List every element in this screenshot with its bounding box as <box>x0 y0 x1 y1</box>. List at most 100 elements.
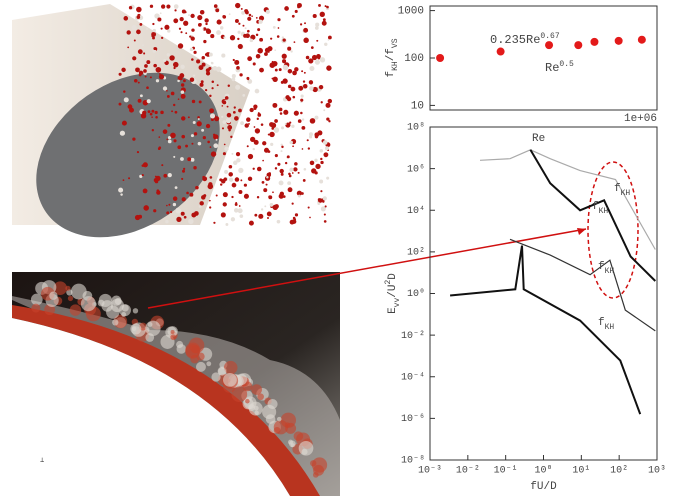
vortex-speckle <box>300 99 303 102</box>
vortex-speckle <box>134 40 136 42</box>
vortex-speckle <box>235 177 240 182</box>
vortex-speckle <box>259 68 264 73</box>
vortex-speckle <box>292 145 294 147</box>
vortex-speckle <box>254 214 257 217</box>
vortex-speckle <box>293 96 296 99</box>
cylinder-render <box>5 3 332 272</box>
vortex-speckle <box>142 174 144 176</box>
vortex-speckle <box>223 192 228 197</box>
vortex-speckle <box>200 83 204 87</box>
vortex-speckle <box>235 85 240 90</box>
smoke-puff <box>130 323 141 334</box>
vortex-speckle <box>270 143 273 146</box>
vortex-speckle <box>168 140 172 144</box>
vortex-speckle <box>238 190 242 194</box>
vortex-speckle <box>241 11 245 15</box>
vortex-speckle <box>222 15 226 19</box>
vortex-speckle <box>143 69 147 73</box>
vortex-speckle <box>291 87 296 92</box>
vortex-speckle <box>304 168 307 171</box>
vortex-speckle <box>167 95 170 98</box>
vortex-speckle <box>205 23 207 25</box>
text-part: 0.5 <box>559 60 574 69</box>
vortex-speckle <box>309 66 314 71</box>
vortex-speckle <box>262 181 265 184</box>
vortex-speckle <box>320 190 322 192</box>
smoke-puff <box>176 341 183 348</box>
vortex-speckle <box>261 208 263 210</box>
vortex-speckle <box>182 170 185 173</box>
vortex-speckle <box>326 6 329 9</box>
vortex-speckle <box>303 28 308 33</box>
vortex-speckle <box>191 143 193 145</box>
vortex-speckle <box>127 30 131 34</box>
annotation: Re <box>532 133 545 145</box>
vortex-speckle <box>325 146 329 150</box>
vortex-speckle <box>127 47 129 49</box>
vortex-speckle <box>292 172 294 174</box>
vortex-speckle <box>290 50 292 52</box>
vortex-speckle <box>325 103 330 108</box>
vortex-speckle <box>257 48 263 54</box>
vortex-speckle <box>230 35 235 40</box>
vortex-speckle <box>188 14 190 16</box>
vortex-speckle <box>270 203 274 207</box>
vortex-speckle <box>137 151 139 153</box>
vortex-speckle <box>168 204 170 206</box>
vortex-speckle <box>306 56 310 60</box>
vortex-speckle <box>257 167 262 172</box>
vortex-speckle <box>328 99 332 103</box>
vortex-speckle <box>170 133 176 139</box>
vortex-speckle <box>249 221 254 226</box>
data-point <box>545 41 553 49</box>
vortex-speckle <box>311 46 314 49</box>
smoke-puff <box>49 292 57 300</box>
vortex-speckle <box>266 10 270 14</box>
vortex-speckle <box>263 188 267 192</box>
vortex-speckle <box>251 15 253 17</box>
vortex-speckle <box>156 190 160 194</box>
vortex-speckle <box>211 151 216 156</box>
vortex-speckle <box>216 139 218 141</box>
vortex-speckle <box>223 202 227 206</box>
vortex-speckle <box>324 43 327 46</box>
vortex-speckle <box>213 66 218 71</box>
vortex-speckle <box>268 134 270 136</box>
text-part: D <box>387 273 399 280</box>
vortex-speckle <box>275 154 278 157</box>
text-part: KH <box>605 267 615 276</box>
vortex-speckle <box>325 205 327 207</box>
vortex-speckle <box>300 23 302 25</box>
vortex-speckle <box>204 18 208 22</box>
vortex-speckle <box>294 162 298 166</box>
vortex-speckle <box>229 13 231 15</box>
vortex-speckle <box>199 201 203 205</box>
y-tick-label: 10⁻⁶ <box>401 414 425 425</box>
vortex-speckle <box>221 212 226 217</box>
vortex-speckle <box>136 30 141 35</box>
vortex-speckle <box>119 103 122 106</box>
x-tick-label: 10³ <box>648 466 666 477</box>
data-point <box>590 38 598 46</box>
vortex-speckle <box>209 108 214 113</box>
vortex-speckle <box>177 80 180 83</box>
y-tick-label: 10⁰ <box>407 288 425 300</box>
vortex-speckle <box>202 176 207 181</box>
vortex-speckle <box>232 183 237 188</box>
vortex-speckle <box>209 95 211 97</box>
vortex-speckle <box>287 155 290 158</box>
vortex-speckle <box>119 73 122 76</box>
vortex-speckle <box>222 120 226 124</box>
vortex-speckle <box>267 217 269 219</box>
vortex-speckle <box>213 134 215 136</box>
vortex-speckle <box>181 178 183 180</box>
vortex-speckle <box>202 56 205 59</box>
vortex-speckle <box>320 158 322 160</box>
smoke-puff <box>231 386 247 402</box>
vortex-speckle <box>250 108 254 112</box>
vortex-speckle <box>236 66 240 70</box>
vortex-speckle <box>257 28 260 31</box>
vortex-speckle <box>220 26 223 29</box>
vortex-speckle <box>298 195 301 198</box>
vortex-speckle <box>173 139 176 142</box>
